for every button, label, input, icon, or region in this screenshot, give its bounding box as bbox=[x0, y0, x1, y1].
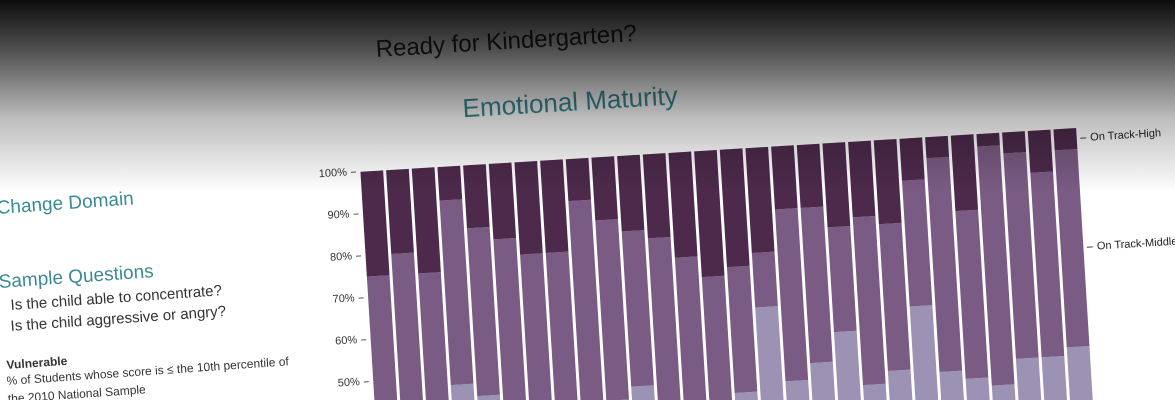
y-tick-label: 100% bbox=[319, 167, 348, 181]
y-tick-label: 50% bbox=[337, 376, 360, 389]
bar-segment bbox=[822, 142, 851, 228]
bar-segment bbox=[617, 154, 645, 232]
bar-segment bbox=[540, 159, 569, 254]
bar-segment bbox=[488, 162, 517, 240]
chart-subtitle: Emotional Maturity bbox=[462, 80, 679, 123]
bar-segment bbox=[726, 265, 758, 393]
bar-segment bbox=[902, 179, 933, 307]
bar-segment bbox=[701, 275, 733, 400]
y-tick-label: 80% bbox=[330, 250, 353, 263]
bar-segment bbox=[463, 164, 490, 229]
legend-label: On Track-High bbox=[1090, 127, 1162, 143]
y-tick-label: 90% bbox=[327, 208, 350, 221]
chart-title: Ready for Kindergarten? bbox=[375, 20, 638, 63]
bar-segment bbox=[1053, 128, 1078, 151]
bar-segment bbox=[925, 135, 950, 159]
bar-segment bbox=[1027, 129, 1054, 173]
bar-segment bbox=[751, 251, 778, 308]
bar-segment bbox=[411, 167, 441, 274]
bar-segment bbox=[796, 143, 824, 208]
bar-segment bbox=[848, 140, 876, 218]
y-tick-label: 70% bbox=[332, 292, 355, 305]
bar-segment bbox=[437, 165, 463, 201]
bar-segment bbox=[719, 148, 750, 268]
bar-segment bbox=[976, 132, 1000, 147]
bar-segment bbox=[950, 134, 979, 212]
chart-group: Ready for Kindergarten? Emotional Maturi… bbox=[319, 20, 1175, 400]
y-tick-label: 60% bbox=[335, 334, 358, 347]
bar-segment bbox=[674, 256, 707, 400]
bar-segment bbox=[514, 160, 543, 255]
bar-segment bbox=[360, 170, 390, 277]
bar-segment bbox=[899, 137, 925, 181]
bar-segment bbox=[1066, 346, 1102, 400]
bar-segment bbox=[386, 168, 414, 255]
bar-segment bbox=[694, 149, 725, 278]
bar-segment bbox=[565, 157, 592, 202]
bar-segment bbox=[878, 222, 911, 371]
bar-segment bbox=[1002, 131, 1027, 154]
bar-segment bbox=[642, 153, 671, 239]
legend-label: On Track-Middle bbox=[1097, 236, 1175, 253]
bar-segment bbox=[827, 225, 857, 333]
bar-segment bbox=[771, 145, 798, 210]
bar-segment bbox=[873, 139, 902, 225]
bar-segment bbox=[745, 146, 775, 254]
bar-segment bbox=[591, 156, 618, 221]
bar-segment bbox=[668, 151, 698, 258]
